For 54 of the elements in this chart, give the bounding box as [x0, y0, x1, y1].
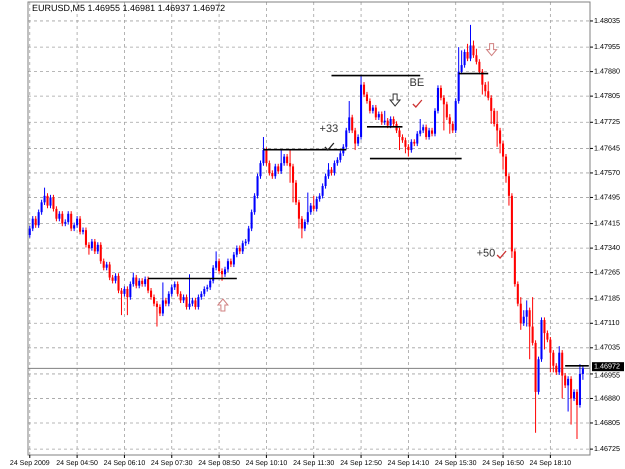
candlestick: [386, 118, 389, 129]
candlestick: [197, 294, 200, 310]
candlestick: [203, 286, 206, 297]
candlestick: [108, 261, 111, 281]
candlestick: [390, 116, 392, 129]
candlestick: [76, 216, 78, 228]
candlestick: [561, 350, 564, 399]
candlestick: [34, 216, 37, 228]
candlestick: [114, 272, 117, 284]
candlestick: [404, 137, 406, 154]
candlestick: [526, 300, 528, 328]
candlestick: [425, 124, 428, 140]
candlestick: [384, 110, 386, 126]
candlestick: [576, 388, 578, 440]
candlestick: [49, 194, 52, 209]
candlestick: [280, 150, 282, 174]
candlestick: [558, 346, 560, 376]
candlestick: [567, 376, 570, 412]
candlestick: [126, 286, 128, 316]
candlestick: [188, 274, 191, 310]
candlestick: [46, 192, 49, 209]
candlestick: [67, 210, 70, 226]
candlestick: [572, 388, 576, 402]
chart-title: EURUSD,M5 1.46955 1.46981 1.46937 1.46972: [32, 3, 226, 13]
candlestick: [79, 216, 82, 235]
candlestick: [70, 210, 72, 232]
candlestick: [277, 163, 280, 174]
candlestick: [333, 160, 336, 176]
candlestick: [428, 127, 430, 140]
candlestick: [144, 276, 146, 288]
candlestick: [410, 138, 412, 154]
annotation: BE: [410, 77, 424, 90]
annotation: +33: [320, 122, 338, 135]
candlestick: [194, 297, 196, 310]
candlestick: [374, 104, 377, 120]
candlestick: [123, 286, 126, 297]
candlestick: [543, 316, 546, 350]
annotation: +50: [476, 248, 496, 260]
candlestick: [380, 110, 383, 126]
candlestick: [242, 240, 244, 254]
candlestick: [94, 238, 96, 254]
candlestick: [186, 294, 188, 310]
candlestick: [90, 238, 93, 252]
candlestick: [138, 278, 140, 289]
candlestick: [96, 242, 99, 254]
candlestick: [312, 195, 315, 212]
candlestick: [570, 376, 572, 426]
candlestick: [316, 196, 318, 212]
candlestick: [162, 282, 164, 317]
candlestick: [274, 163, 276, 180]
candlestick: [135, 274, 138, 289]
candlestick: [61, 210, 64, 227]
candlestick: [466, 43, 469, 62]
candlestick: [469, 24, 472, 62]
